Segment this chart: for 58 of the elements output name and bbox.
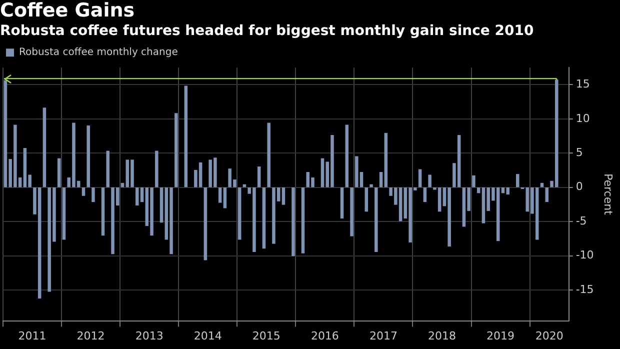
y-tick-label: 5	[576, 146, 583, 159]
bar	[345, 124, 349, 188]
bar	[257, 166, 261, 188]
bar	[160, 188, 164, 223]
bar	[101, 188, 105, 236]
x-tick-label: 2013	[135, 329, 164, 342]
bar	[384, 132, 388, 188]
bar	[262, 188, 266, 249]
bar	[428, 174, 432, 188]
y-tick-label: -15	[576, 282, 594, 296]
bar	[174, 113, 178, 188]
y-tick-label: 10	[576, 112, 590, 125]
x-tick-label: 2011	[18, 329, 46, 342]
bar	[545, 188, 549, 202]
bar	[472, 175, 476, 188]
bar	[364, 188, 368, 212]
bar	[223, 188, 227, 208]
y-tick-label: -5	[576, 214, 587, 228]
x-tick-label: 2016	[310, 329, 339, 342]
x-tick-label: 2014	[194, 329, 222, 342]
chart-title: Coffee Gains	[0, 0, 135, 22]
bar	[516, 174, 520, 188]
y-tick-label: 0	[576, 180, 583, 194]
y-tick-label: -10	[576, 248, 594, 262]
bar	[204, 188, 208, 260]
bar	[62, 188, 66, 240]
bar	[218, 188, 222, 203]
bar	[301, 188, 305, 254]
bar	[476, 188, 480, 194]
bar	[418, 169, 422, 188]
bar	[86, 125, 90, 188]
bar	[106, 150, 110, 188]
x-tick-label: 2018	[428, 329, 456, 342]
bar	[292, 188, 295, 256]
bar	[267, 122, 270, 188]
bar	[184, 86, 188, 188]
bar	[57, 158, 61, 188]
bar	[374, 188, 378, 252]
bar	[155, 150, 158, 188]
y-tick-label: 15	[576, 78, 590, 91]
bar	[370, 184, 373, 188]
bar	[82, 188, 86, 196]
y-axis-title: Percent	[602, 174, 615, 216]
x-tick-label: 2017	[369, 329, 398, 342]
x-tick-label: 2015	[252, 329, 280, 342]
x-tick-label: 2020	[535, 329, 564, 342]
chart-subtitle: Robusta coffee futures headed for biggest monthly gain since 2010	[0, 22, 534, 39]
bar	[282, 188, 286, 205]
bar	[423, 188, 427, 202]
x-tick-label: 2012	[76, 329, 105, 342]
bar	[238, 188, 242, 240]
bar	[379, 172, 383, 188]
x-tick-label: 2019	[486, 329, 515, 342]
bar	[350, 188, 354, 236]
bar	[92, 188, 95, 202]
bar	[340, 188, 344, 218]
legend-label: Robusta coffee monthly change	[19, 47, 178, 58]
bar	[42, 108, 46, 188]
